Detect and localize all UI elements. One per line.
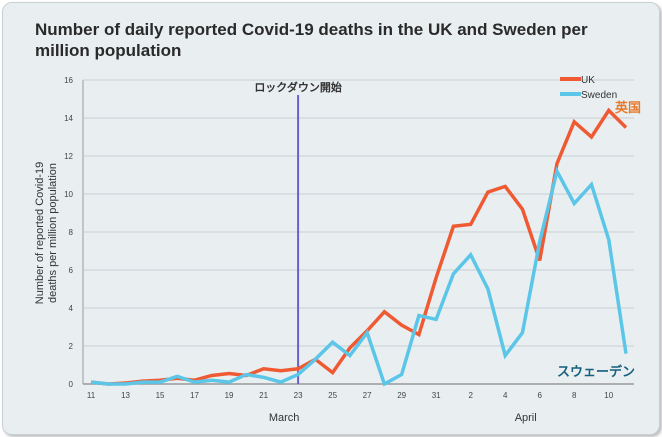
x-tick-label: 23 [294, 391, 303, 400]
y-tick-label: 6 [69, 266, 74, 275]
x-tick-label: 11 [87, 391, 96, 400]
y-tick-label: 4 [69, 304, 74, 313]
x-tick-label: 10 [604, 391, 613, 400]
sweden-jp-label: スウェーデン [557, 364, 635, 379]
y-tick-label: 14 [64, 114, 73, 123]
x-tick-label: 31 [432, 391, 441, 400]
y-tick-label: 12 [64, 152, 73, 161]
x-tick-label: 17 [190, 391, 199, 400]
y-tick-label: 16 [64, 76, 73, 85]
x-tick-label: 15 [156, 391, 165, 400]
x-tick-label: 27 [363, 391, 372, 400]
x-tick-label: 29 [397, 391, 406, 400]
x-tick-label: 25 [328, 391, 337, 400]
uk-jp-label: 英国 [614, 100, 641, 115]
lockdown-annotation: ロックダウン開始 [254, 80, 342, 94]
y-axis-label: Number of reported Covid-19deaths per mi… [34, 162, 59, 304]
x-tick-label: 19 [225, 391, 234, 400]
line-chart: 0 2 4 6 8 10 12 14 16 11 13 15 17 19 21 23 25 27 29 31 2 4 6 8 1… [34, 75, 641, 424]
x-tick-label: 4 [503, 391, 508, 400]
x-tick-label: 21 [259, 391, 268, 400]
x-tick-label: 13 [121, 391, 130, 400]
x-tick-label: 6 [537, 391, 542, 400]
chart-title: Number of daily reported Covid-19 deaths… [35, 20, 588, 60]
x-tick-label: 8 [572, 391, 577, 400]
y-tick-label: 0 [69, 380, 74, 389]
x-tick-label: 2 [468, 391, 473, 400]
x-label-april: April [515, 412, 537, 424]
x-label-march: March [269, 412, 300, 424]
y-tick-label: 2 [69, 342, 74, 351]
legend-label-uk: UK [581, 75, 595, 86]
y-tick-label: 10 [64, 190, 73, 199]
legend-label-sweden: Sweden [581, 90, 617, 101]
y-tick-label: 8 [69, 228, 74, 237]
series-line-sweden [90, 166, 628, 387]
